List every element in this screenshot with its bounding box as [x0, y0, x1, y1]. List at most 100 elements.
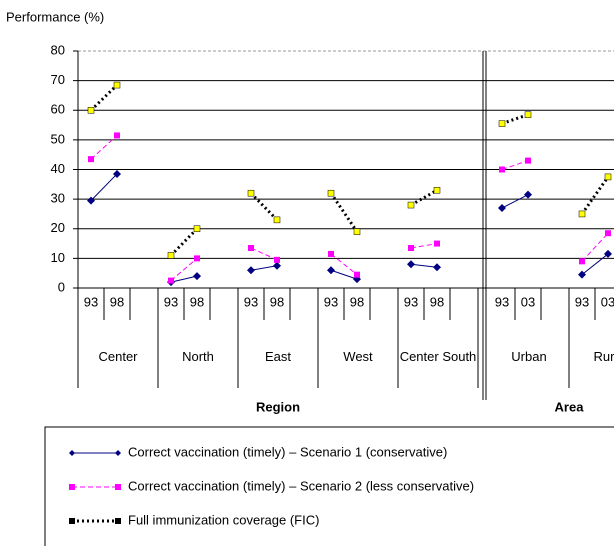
point	[247, 266, 255, 275]
point	[525, 157, 531, 164]
point	[168, 277, 174, 284]
point	[407, 260, 415, 269]
point	[114, 132, 120, 139]
legend-marker	[69, 518, 75, 524]
series-line	[330, 269, 358, 280]
point	[274, 256, 280, 263]
y-tick-label: 60	[51, 102, 65, 117]
x-tick-label: 03	[601, 294, 614, 309]
series-line	[249, 192, 279, 221]
x-tick-label: 93	[575, 294, 589, 309]
point	[88, 156, 94, 163]
y-axis-label: Performance (%)	[6, 9, 104, 24]
category-label: North	[182, 349, 214, 364]
point	[433, 186, 441, 194]
series-line	[169, 227, 199, 257]
x-tick-label: 93	[404, 294, 418, 309]
point	[408, 245, 414, 252]
point	[273, 261, 281, 270]
point	[273, 216, 281, 224]
point	[434, 240, 440, 247]
point	[604, 173, 612, 181]
point	[327, 266, 335, 275]
y-tick-label: 0	[58, 279, 65, 294]
y-tick-label: 80	[51, 42, 65, 57]
series-line	[501, 113, 529, 126]
point	[247, 189, 255, 197]
y-tick-label: 10	[51, 250, 65, 265]
series-line	[501, 194, 529, 209]
legend-label: Correct vaccination (timely) – Scenario …	[128, 444, 447, 459]
category-label: East	[264, 349, 291, 364]
point	[578, 270, 586, 279]
point	[193, 225, 201, 232]
point	[604, 249, 612, 258]
x-tick-label: 98	[350, 294, 364, 309]
x-tick-label: 98	[110, 294, 124, 309]
point	[113, 169, 121, 178]
legend-label: Correct vaccination (timely) – Scenario …	[128, 478, 474, 493]
series-line	[170, 275, 198, 283]
group-label: Region	[256, 399, 300, 414]
series-line	[250, 265, 278, 271]
point	[579, 258, 585, 265]
x-tick-label: 03	[521, 294, 535, 309]
point	[353, 228, 361, 235]
series-line	[90, 173, 118, 201]
point	[354, 271, 360, 278]
category-label: Center	[98, 349, 138, 364]
point	[194, 255, 200, 262]
series-line	[250, 247, 278, 261]
point	[578, 210, 586, 218]
x-tick-label: 98	[190, 294, 204, 309]
y-tick-label: 40	[51, 161, 65, 176]
point	[113, 81, 121, 89]
point	[498, 204, 506, 213]
legend-marker	[115, 450, 121, 456]
x-tick-label: 93	[244, 294, 258, 309]
y-tick-label: 20	[51, 220, 65, 235]
point	[605, 230, 611, 237]
series-line	[581, 253, 609, 276]
point	[433, 263, 441, 272]
x-tick-label: 93	[495, 294, 509, 309]
x-tick-label: 93	[84, 294, 98, 309]
series-line	[89, 83, 119, 112]
point	[327, 189, 335, 197]
y-tick-label: 70	[51, 72, 65, 87]
series-line	[170, 257, 198, 281]
series-line	[410, 188, 438, 207]
legend-marker	[69, 484, 75, 490]
legend-box	[44, 426, 614, 546]
point	[524, 111, 532, 118]
x-tick-label: 93	[164, 294, 178, 309]
y-tick-label: 30	[51, 191, 65, 206]
point	[87, 196, 95, 205]
category-label: Center South	[399, 349, 477, 364]
series-line	[330, 253, 358, 276]
series-line	[410, 263, 438, 268]
x-tick-label: 98	[430, 294, 444, 309]
point	[248, 245, 254, 252]
category-label: West	[343, 349, 373, 364]
point	[328, 250, 334, 257]
category-label: Rural	[593, 349, 614, 364]
legend-marker	[115, 484, 121, 490]
legend-marker	[115, 518, 121, 524]
series-line	[410, 243, 438, 249]
point	[167, 252, 175, 259]
series-line	[90, 135, 118, 160]
point	[193, 272, 201, 281]
point	[498, 120, 506, 127]
legend-label: Full immunization coverage (FIC)	[128, 512, 319, 527]
series-line	[580, 176, 610, 215]
point	[87, 107, 95, 114]
x-tick-label: 93	[324, 294, 338, 309]
group-label: Area	[555, 399, 585, 414]
point	[499, 166, 505, 173]
series-line	[581, 232, 609, 262]
legend-marker	[69, 450, 75, 456]
series-line	[501, 160, 529, 170]
